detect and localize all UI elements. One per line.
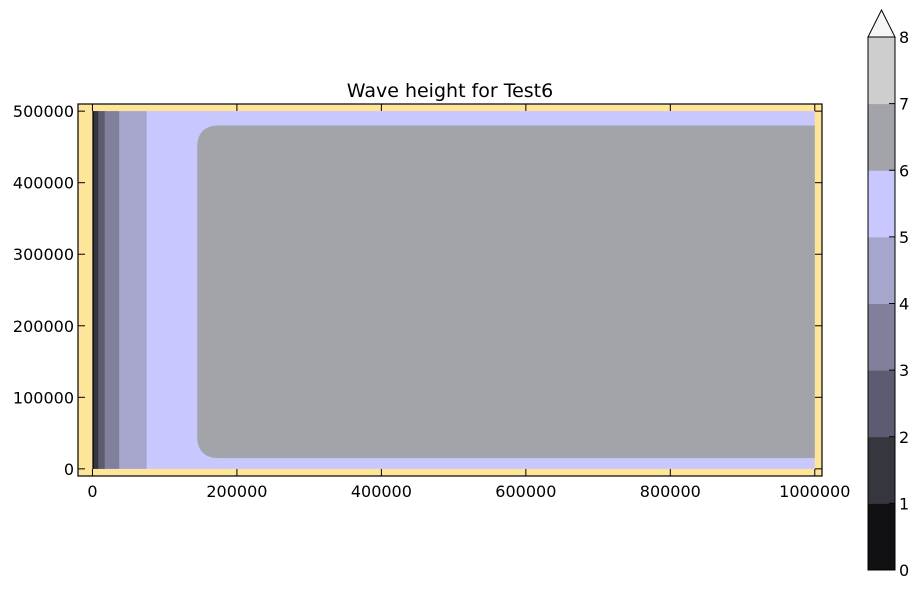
colorbar-segment-1 (868, 436, 895, 504)
plot-frame (77, 103, 823, 477)
x-tick-label: 200000 (206, 482, 267, 501)
y-tick-label: 200000 (13, 317, 74, 336)
colorbar-segment-5 (868, 170, 895, 238)
y-tick-label: 400000 (13, 174, 74, 193)
plot-area (77, 103, 823, 477)
colorbar-tick-label: 6 (899, 161, 909, 180)
colorbar-segment-7 (868, 37, 895, 105)
y-axis: 0 100000 200000 300000 400000 500000 (13, 102, 822, 479)
y-tick-label: 500000 (13, 102, 74, 121)
colorbar-tick-label: 8 (899, 28, 909, 47)
colorbar-tick-label: 7 (899, 95, 909, 114)
colorbar-tick-label: 1 (899, 494, 909, 513)
x-tick-label: 600000 (495, 482, 556, 501)
x-tick-label: 400000 (351, 482, 412, 501)
contour-band-1 (92, 111, 99, 469)
chart-title: Wave height for Test6 (347, 80, 553, 102)
x-tick-label: 800000 (640, 482, 701, 501)
x-axis: 0 200000 400000 600000 800000 1000000 (87, 104, 850, 501)
y-tick-label: 100000 (13, 388, 74, 407)
x-tick-label: 0 (87, 482, 97, 501)
colorbar-tick-label: 2 (899, 428, 909, 447)
contour-band-6 (197, 125, 815, 459)
colorbar-tick-label: 0 (899, 561, 909, 580)
colorbar-segment-4 (868, 236, 895, 304)
colorbar: 0 1 2 3 4 5 6 7 8 (867, 8, 909, 580)
y-tick-label: 300000 (13, 245, 74, 264)
colorbar-segment-6 (868, 103, 895, 171)
colorbar-segment-0 (868, 503, 895, 571)
colorbar-segment-3 (868, 303, 895, 371)
colorbar-tick-label: 3 (899, 361, 909, 380)
colorbar-extend-arrow (867, 8, 896, 38)
colorbar-tick-label: 5 (899, 228, 909, 247)
contour-band-0 (92, 111, 94, 469)
colorbar-segment-2 (868, 370, 895, 438)
colorbar-tick-label: 4 (899, 295, 909, 314)
x-tick-label: 1000000 (779, 482, 850, 501)
y-tick-label: 0 (64, 460, 74, 479)
